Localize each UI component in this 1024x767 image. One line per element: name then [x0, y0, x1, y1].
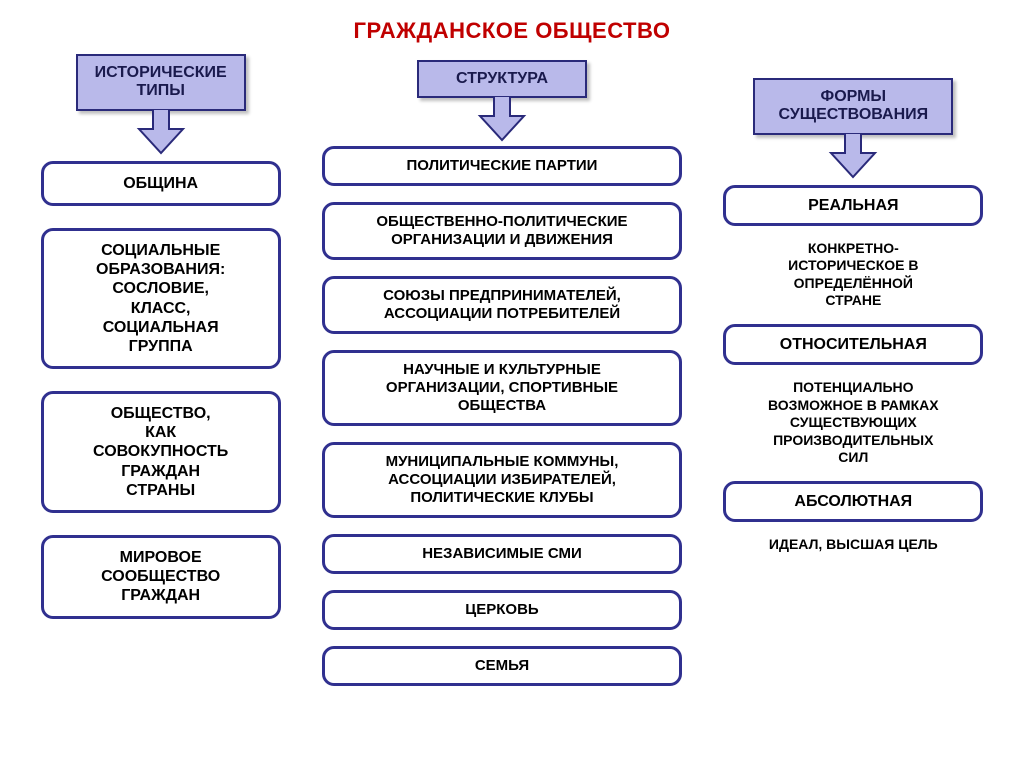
- arrow-down-icon: [131, 109, 191, 155]
- box-world-community: МИРОВОЕ СООБЩЕСТВО ГРАЖДАН: [41, 535, 281, 619]
- box-social-formations: СОЦИАЛЬНЫЕ ОБРАЗОВАНИЯ: СОСЛОВИЕ, КЛАСС,…: [41, 228, 281, 369]
- note-concrete-historical: КОНКРЕТНО- ИСТОРИЧЕСКОЕ В ОПРЕДЕЛЁННОЙ С…: [782, 236, 924, 314]
- header-historical-types: ИСТОРИЧЕСКИЕ ТИПЫ: [76, 54, 246, 111]
- box-socio-political-orgs: ОБЩЕСТВЕННО-ПОЛИТИЧЕСКИЕ ОРГАНИЗАЦИИ И Д…: [322, 202, 682, 260]
- box-family: СЕМЬЯ: [322, 646, 682, 686]
- box-community: ОБЩИНА: [41, 161, 281, 206]
- box-society-citizens: ОБЩЕСТВО, КАК СОВОКУПНОСТЬ ГРАЖДАН СТРАН…: [41, 391, 281, 513]
- arrow-down-icon: [472, 96, 532, 142]
- box-municipal-communes: МУНИЦИПАЛЬНЫЕ КОММУНЫ, АССОЦИАЦИИ ИЗБИРА…: [322, 442, 682, 518]
- box-real: РЕАЛЬНАЯ: [723, 185, 983, 226]
- box-absolute: АБСОЛЮТНАЯ: [723, 481, 983, 522]
- box-church: ЦЕРКОВЬ: [322, 590, 682, 630]
- box-political-parties: ПОЛИТИЧЕСКИЕ ПАРТИИ: [322, 146, 682, 186]
- column-historical-types: ИСТОРИЧЕСКИЕ ТИПЫ ОБЩИНА СОЦИАЛЬНЫЕ ОБРА…: [41, 54, 281, 619]
- column-forms: ФОРМЫ СУЩЕСТВОВАНИЯ РЕАЛЬНАЯ КОНКРЕТНО- …: [723, 78, 983, 557]
- column-right-items: РЕАЛЬНАЯ КОНКРЕТНО- ИСТОРИЧЕСКОЕ В ОПРЕД…: [723, 185, 983, 558]
- column-structure: СТРУКТУРА ПОЛИТИЧЕСКИЕ ПАРТИИ ОБЩЕСТВЕНН…: [322, 60, 682, 686]
- header-forms: ФОРМЫ СУЩЕСТВОВАНИЯ: [753, 78, 953, 135]
- box-scientific-cultural: НАУЧНЫЕ И КУЛЬТУРНЫЕ ОРГАНИЗАЦИИ, СПОРТИ…: [322, 350, 682, 426]
- box-relative: ОТНОСИТЕЛЬНАЯ: [723, 324, 983, 365]
- diagram-columns: ИСТОРИЧЕСКИЕ ТИПЫ ОБЩИНА СОЦИАЛЬНЫЕ ОБРА…: [0, 54, 1024, 686]
- header-structure: СТРУКТУРА: [417, 60, 587, 98]
- column-mid-items: ПОЛИТИЧЕСКИЕ ПАРТИИ ОБЩЕСТВЕННО-ПОЛИТИЧЕ…: [322, 146, 682, 686]
- diagram-title: ГРАЖДАНСКОЕ ОБЩЕСТВО: [0, 0, 1024, 54]
- note-ideal: ИДЕАЛ, ВЫСШАЯ ЦЕЛЬ: [763, 532, 944, 558]
- note-potentially-possible: ПОТЕНЦИАЛЬНО ВОЗМОЖНОЕ В РАМКАХ СУЩЕСТВУ…: [762, 375, 945, 471]
- box-entrepreneur-unions: СОЮЗЫ ПРЕДПРИНИМАТЕЛЕЙ, АССОЦИАЦИИ ПОТРЕ…: [322, 276, 682, 334]
- arrow-down-icon: [823, 133, 883, 179]
- box-independent-media: НЕЗАВИСИМЫЕ СМИ: [322, 534, 682, 574]
- column-left-items: ОБЩИНА СОЦИАЛЬНЫЕ ОБРАЗОВАНИЯ: СОСЛОВИЕ,…: [41, 161, 281, 619]
